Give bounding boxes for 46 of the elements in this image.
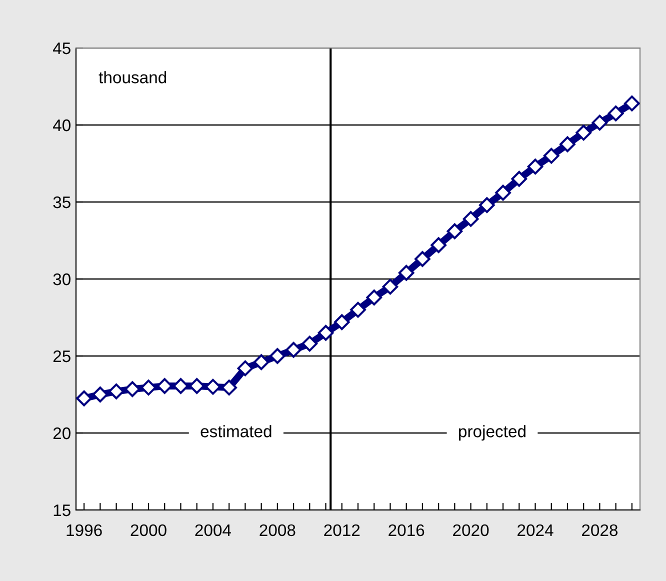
x-tick-label: 2016 [388,524,424,536]
point [592,114,608,131]
point [350,302,366,318]
x-tick-label: 2008 [260,524,296,536]
point [253,354,270,370]
y-tick-label: 20 [53,427,70,440]
y-tick-label: 40 [52,119,70,132]
point [92,386,108,402]
point [237,360,254,376]
point [398,264,414,281]
point [576,124,592,141]
point [270,348,286,364]
point [478,197,495,213]
y-tick-label: 35 [53,196,70,208]
point [511,170,528,187]
point [318,324,334,341]
annotation: thousand [98,71,166,84]
annotation: projected [459,425,526,441]
point [366,290,382,306]
x-tick-label: 1996 [66,524,102,536]
point [430,237,446,254]
x-tick-label: 2012 [324,524,360,536]
point [560,136,576,152]
point [302,336,318,352]
x-tick-label: 2000 [130,524,166,536]
y-tick-label: 15 [54,504,70,516]
x-tick-label: 2028 [582,524,618,536]
y-tick-label: 25 [53,350,70,362]
point [624,96,640,112]
x-tick-label: 2004 [195,524,232,536]
point [76,390,92,406]
point [414,251,430,267]
point [382,278,398,295]
x-tick-label: 2020 [453,524,489,536]
point [334,314,350,330]
x-tick-label: 2024 [518,524,554,536]
point [446,223,463,240]
point [495,184,511,201]
annotation: estimated [200,425,272,438]
point [462,211,479,227]
point [527,158,544,174]
point [608,106,624,122]
y-tick-label: 45 [52,42,70,54]
point [543,148,560,164]
point [286,342,302,358]
y-tick-label: 30 [53,273,70,286]
